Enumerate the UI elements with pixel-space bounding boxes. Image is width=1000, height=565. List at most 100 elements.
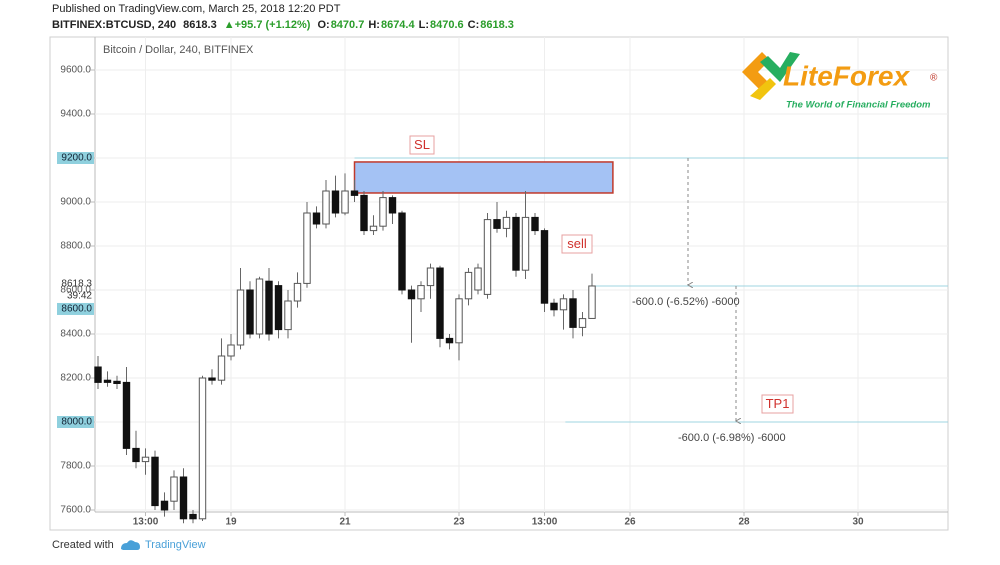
o-value: 8470.7: [331, 19, 365, 31]
price: 8618.3: [183, 19, 217, 31]
candle-body: [407, 289, 416, 300]
c-label: C:: [468, 19, 480, 31]
y-tick-label: 8800.0: [60, 241, 91, 252]
footer-created: Created with: [52, 539, 114, 551]
footer-icon: [121, 540, 140, 550]
measure-label: -600.0 (-6.52%) -6000: [632, 296, 740, 308]
annotation-box: [761, 394, 794, 414]
candle-body: [493, 219, 501, 229]
candle-body: [388, 197, 397, 214]
candle-body: [341, 190, 349, 214]
candle-body: [502, 216, 511, 229]
x-tick-label: 23: [453, 517, 465, 528]
y-tick-label: 9600.0: [60, 65, 91, 76]
l-label: L:: [419, 19, 429, 31]
candle-body: [179, 476, 188, 520]
published: Published on TradingView.com, March 25, …: [52, 3, 341, 15]
y-tick-label: 8400.0: [60, 329, 91, 340]
candle-body: [246, 289, 254, 335]
candle-body: [227, 344, 235, 357]
c-value: 8618.3: [480, 19, 514, 31]
price-line-label-box: [57, 302, 94, 315]
price-label: 8618.3: [61, 279, 92, 290]
y-tick-label: 9000.0: [60, 197, 91, 208]
candle-body: [436, 267, 444, 339]
candle-body: [474, 267, 482, 291]
level-label-box: [57, 151, 94, 164]
candle-body: [569, 298, 577, 328]
candle-body: [445, 337, 454, 344]
candle-body: [379, 197, 387, 227]
logo-mark: ®: [930, 73, 938, 84]
candle-body: [132, 447, 140, 463]
logo-icon: [750, 78, 776, 100]
candle-body: [284, 300, 292, 331]
candle-body: [217, 355, 226, 381]
candle-body: [113, 380, 121, 384]
x-tick-label: 26: [624, 517, 636, 528]
candle-body: [198, 377, 207, 520]
x-tick-label: 30: [852, 517, 864, 528]
candle-body: [464, 271, 473, 300]
candle-body: [94, 366, 102, 383]
candle-body: [426, 267, 435, 287]
candle-body: [455, 298, 463, 344]
x-tick-label: 28: [738, 517, 750, 528]
candle-body: [521, 216, 530, 271]
candle-body: [550, 302, 558, 311]
y-tick-label: 9400.0: [60, 109, 91, 120]
x-tick-label: 13:00: [532, 517, 558, 528]
level-label-box: [57, 415, 94, 428]
logo: LiteForex ® The World of Financial Freed…: [742, 52, 938, 111]
l-value: 8470.6: [430, 19, 464, 31]
candle-body: [170, 476, 178, 502]
symbol-line: BITFINEX:BTCUSD, 240 8618.3 ▲+95.7 (+1.1…: [52, 19, 514, 31]
pane-title: Bitcoin / Dollar, 240, BITFINEX: [103, 44, 254, 56]
annotation-label: SL: [414, 137, 430, 152]
candle-body: [274, 285, 283, 331]
countdown: 39:42: [67, 291, 92, 302]
level-label: 8000.0: [61, 417, 92, 428]
price-line-label: 8600.0: [61, 304, 92, 315]
candle-body: [360, 194, 368, 232]
candle-body: [141, 456, 150, 463]
candle-body: [331, 190, 340, 214]
candle-body: [350, 190, 359, 196]
candle-body: [160, 500, 169, 511]
logo-name: LiteForex: [783, 60, 910, 91]
annotation-label: sell: [567, 236, 587, 251]
candle-body: [103, 379, 112, 383]
candle-body: [531, 216, 539, 232]
annotation-box: [561, 234, 593, 254]
x-tick-label: 21: [339, 517, 351, 528]
candle-body: [483, 219, 492, 295]
candle-body: [312, 212, 321, 225]
y-tick-label: 8200.0: [60, 373, 91, 384]
candle-body: [189, 513, 197, 520]
candle-body: [398, 212, 406, 291]
candle-body: [122, 381, 131, 449]
candle-body: [293, 282, 302, 302]
footer-brand: TradingView: [145, 539, 206, 551]
candle-body: [303, 212, 311, 284]
y-tick-label: 7800.0: [60, 461, 91, 472]
candle-body: [151, 456, 159, 507]
logo-tagline: The World of Financial Freedom: [786, 100, 931, 111]
change: ▲+95.7 (+1.12%): [224, 19, 311, 31]
candle-body: [578, 318, 587, 328]
h-value: 8674.4: [381, 19, 416, 31]
symbol: BITFINEX:BTCUSD, 240: [52, 19, 176, 31]
annotation-label: TP1: [766, 396, 790, 411]
candle-body: [369, 225, 378, 232]
sl-zone: [353, 161, 614, 194]
h-label: H:: [368, 19, 380, 31]
annotation-box: [409, 135, 435, 155]
candle-body: [588, 285, 596, 319]
x-tick-label: 13:00: [133, 517, 159, 528]
candle-body: [512, 216, 520, 271]
x-tick-label: 19: [225, 517, 237, 528]
candle-body: [559, 298, 568, 311]
candle-body: [322, 190, 330, 225]
